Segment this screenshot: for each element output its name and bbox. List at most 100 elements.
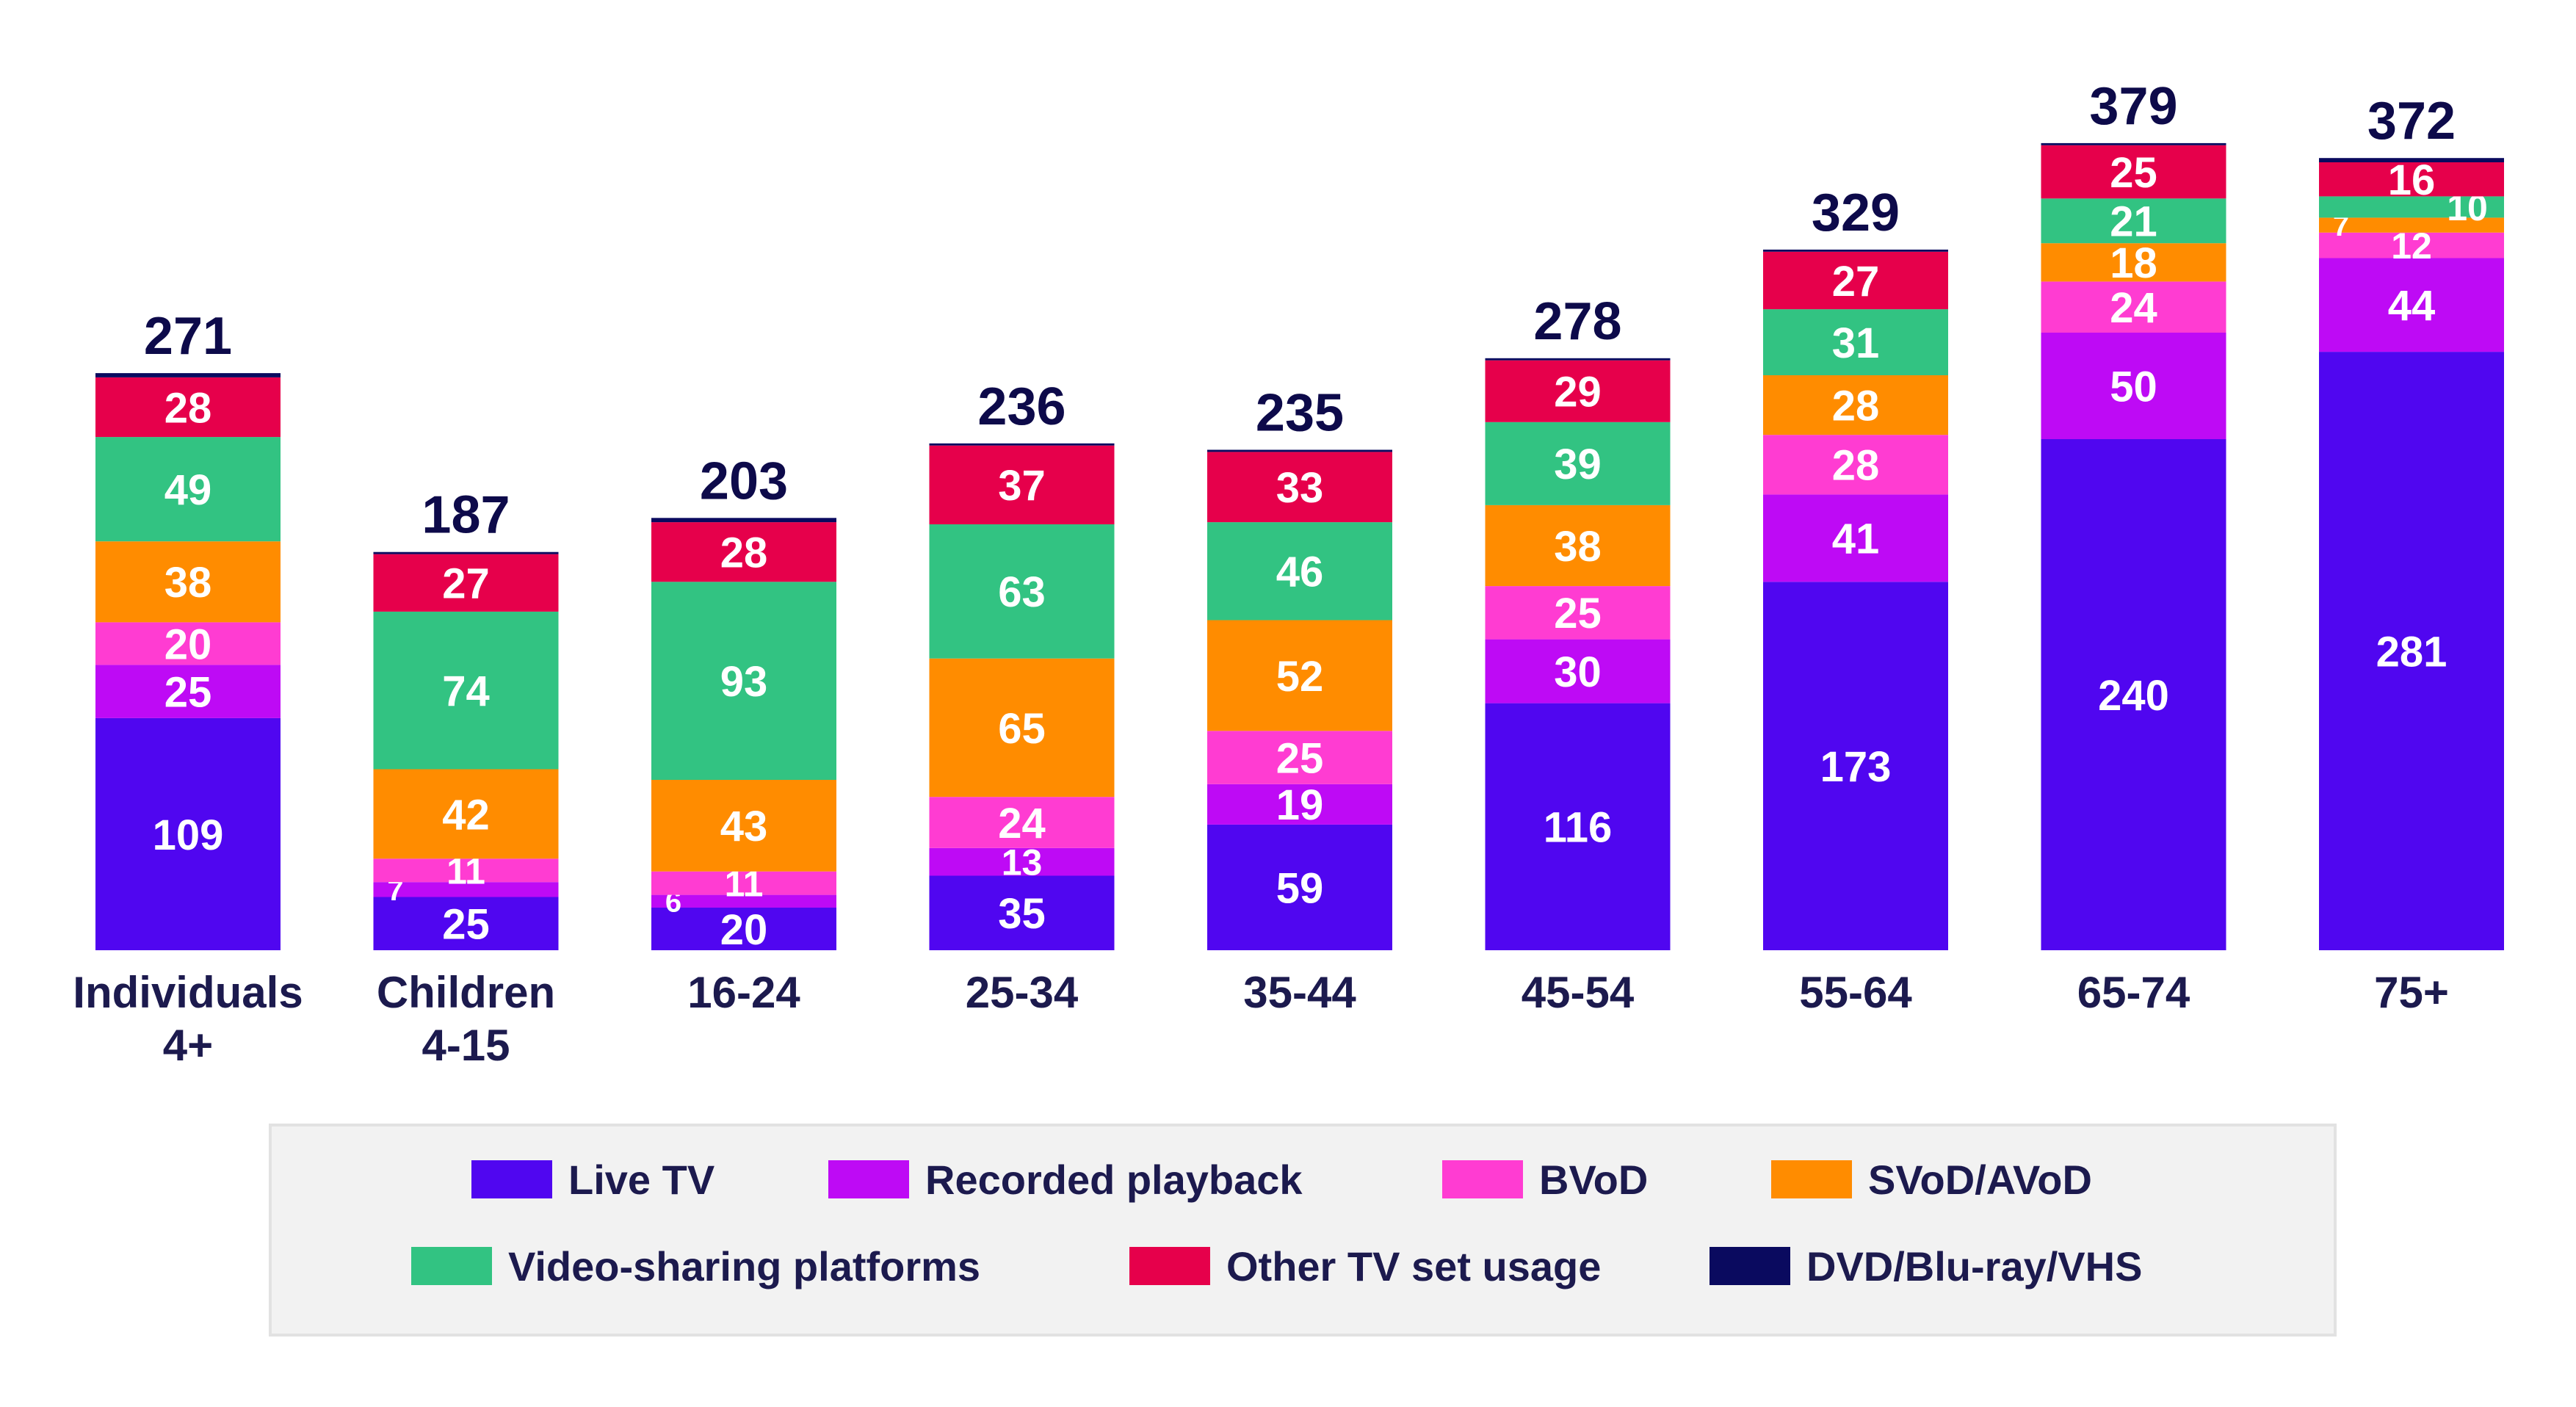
total-label-individuals-4: 271 xyxy=(144,307,232,366)
data-label-35-44-recorded-playback: 19 xyxy=(1276,781,1324,829)
data-label-25-34-recorded-playback: 13 xyxy=(1002,842,1043,883)
legend-item-svod-avod: SVoD/AVoD xyxy=(1771,1156,2092,1203)
bar-75-dvd-blu-ray-vhs xyxy=(2319,158,2504,162)
bar-75-bvod xyxy=(2319,232,2504,258)
bar-individuals-4-other-tv-set-usage xyxy=(95,377,281,438)
legend-label-other-tv-set-usage: Other TV set usage xyxy=(1226,1243,1602,1290)
bar-35-44-recorded-playback xyxy=(1207,784,1392,825)
total-label-55-64: 329 xyxy=(1812,184,1900,242)
bar-children-4-15-bvod xyxy=(373,858,559,883)
data-label-children-4-15-recorded-playback: 7 xyxy=(387,875,403,907)
data-label-25-34-other-tv-set-usage: 37 xyxy=(998,462,1046,510)
legend-swatch-recorded-playback xyxy=(828,1160,909,1198)
bar-individuals-4-bvod xyxy=(95,622,281,665)
legend: Live TV Recorded playback BVoD SVoD/AVoD Vid… xyxy=(269,1124,2337,1337)
data-label-individuals-4-recorded-playback: 25 xyxy=(164,669,212,717)
bar-individuals-4-dvd-blu-ray-vhs xyxy=(95,373,281,377)
x-tick-label-45-54: 45-54 xyxy=(1522,968,1635,1017)
bar-45-54-other-tv-set-usage xyxy=(1485,360,1671,422)
bar-65-74-svod-avod xyxy=(2041,243,2226,282)
x-tick-label-35-44: 35-44 xyxy=(1243,968,1356,1017)
bar-65-74-live-tv xyxy=(2041,439,2226,950)
legend-label-svod-avod: SVoD/AVoD xyxy=(1868,1156,2092,1203)
bar-55-64-video-sharing-platforms xyxy=(1763,309,1948,375)
data-label-25-34-live-tv: 35 xyxy=(998,890,1046,938)
bar-individuals-4-video-sharing-platforms xyxy=(95,437,281,542)
data-label-55-64-recorded-playback: 41 xyxy=(1832,516,1880,563)
legend-swatch-live-tv xyxy=(471,1160,552,1198)
bar-children-4-15-video-sharing-platforms xyxy=(373,611,559,770)
legend-swatch-video-sharing-platforms xyxy=(411,1247,492,1285)
bar-16-24-dvd-blu-ray-vhs xyxy=(651,518,836,523)
bar-16-24-svod-avod xyxy=(651,780,836,872)
total-label-65-74: 379 xyxy=(2089,77,2177,136)
data-label-35-44-svod-avod: 52 xyxy=(1276,653,1324,701)
legend-item-other-tv-set-usage: Other TV set usage xyxy=(1129,1243,1602,1290)
legend-item-recorded-playback: Recorded playback xyxy=(828,1156,1303,1203)
bar-65-74-other-tv-set-usage xyxy=(2041,145,2226,199)
data-label-16-24-video-sharing-platforms: 93 xyxy=(720,658,768,706)
data-label-65-74-video-sharing-platforms: 21 xyxy=(2110,198,2157,246)
total-label-45-54: 278 xyxy=(1533,292,1621,351)
data-label-45-54-live-tv: 116 xyxy=(1544,804,1613,852)
x-tick-label-25-34: 25-34 xyxy=(966,968,1079,1017)
legend-item-live-tv: Live TV xyxy=(471,1156,715,1203)
legend-item-video-sharing-platforms: Video-sharing platforms xyxy=(411,1243,980,1290)
total-label-children-4-15: 187 xyxy=(422,486,510,545)
bar-25-34-dvd-blu-ray-vhs xyxy=(929,443,1115,446)
bar-45-54-svod-avod xyxy=(1485,504,1671,587)
x-tick-label-75: 75+ xyxy=(2374,968,2449,1017)
bar-35-44-other-tv-set-usage xyxy=(1207,452,1392,523)
data-label-55-64-bvod: 28 xyxy=(1832,442,1880,490)
data-label-25-34-svod-avod: 65 xyxy=(998,705,1046,753)
bar-65-74-video-sharing-platforms xyxy=(2041,198,2226,244)
bar-35-44-bvod xyxy=(1207,731,1392,784)
data-label-35-44-other-tv-set-usage: 33 xyxy=(1276,464,1324,512)
data-label-55-64-other-tv-set-usage: 27 xyxy=(1832,258,1880,305)
bar-25-34-svod-avod xyxy=(929,658,1115,797)
bar-25-34-recorded-playback xyxy=(929,847,1115,876)
data-label-45-54-other-tv-set-usage: 29 xyxy=(1554,369,1602,416)
legend-item-dvd-blu-ray-vhs: DVD/Blu-ray/VHS xyxy=(1710,1243,2143,1290)
total-label-25-34: 236 xyxy=(977,377,1066,436)
bar-35-44-dvd-blu-ray-vhs xyxy=(1207,449,1392,452)
data-label-individuals-4-other-tv-set-usage: 28 xyxy=(164,384,212,432)
bar-75-video-sharing-platforms xyxy=(2319,196,2504,218)
x-tick-label-individuals-4-line1: Individuals xyxy=(73,968,303,1017)
legend-swatch-dvd-blu-ray-vhs xyxy=(1710,1247,1790,1285)
bar-16-24-bvod xyxy=(651,871,836,895)
x-tick-label-16-24: 16-24 xyxy=(687,968,800,1017)
x-tick-label-individuals-4-line2: 4+ xyxy=(163,1021,213,1070)
data-label-children-4-15-other-tv-set-usage: 27 xyxy=(442,560,490,608)
data-label-35-44-video-sharing-platforms: 46 xyxy=(1276,549,1324,596)
data-label-75-svod-avod: 7 xyxy=(2333,210,2349,242)
bar-45-54-live-tv xyxy=(1485,703,1671,950)
bar-children-4-15-recorded-playback xyxy=(373,882,559,897)
data-label-individuals-4-svod-avod: 38 xyxy=(164,559,212,607)
data-label-25-34-video-sharing-platforms: 63 xyxy=(998,568,1046,616)
bar-16-24-live-tv xyxy=(651,908,836,950)
data-label-individuals-4-video-sharing-platforms: 49 xyxy=(164,466,212,514)
legend-label-dvd-blu-ray-vhs: DVD/Blu-ray/VHS xyxy=(1806,1243,2143,1290)
legend-swatch-other-tv-set-usage xyxy=(1129,1247,1210,1285)
bar-individuals-4-svod-avod xyxy=(95,541,281,623)
legend-label-live-tv: Live TV xyxy=(568,1156,715,1203)
data-label-45-54-recorded-playback: 30 xyxy=(1554,648,1602,696)
legend-label-recorded-playback: Recorded playback xyxy=(925,1156,1303,1203)
bar-16-24-recorded-playback xyxy=(651,894,836,908)
bar-individuals-4-live-tv xyxy=(95,717,281,950)
bar-35-44-live-tv xyxy=(1207,824,1392,950)
bar-16-24-other-tv-set-usage xyxy=(651,522,836,582)
bar-55-64-recorded-playback xyxy=(1763,494,1948,582)
bar-45-54-dvd-blu-ray-vhs xyxy=(1485,358,1671,361)
data-label-65-74-svod-avod: 18 xyxy=(2110,239,2157,287)
data-label-65-74-live-tv: 240 xyxy=(2098,672,2169,720)
bar-25-34-video-sharing-platforms xyxy=(929,524,1115,659)
bar-children-4-15-live-tv xyxy=(373,897,559,950)
legend-item-bvod: BVoD xyxy=(1442,1156,1649,1203)
total-label-16-24: 203 xyxy=(700,452,788,510)
legend-label-bvod: BVoD xyxy=(1539,1156,1649,1203)
bar-individuals-4-recorded-playback xyxy=(95,665,281,718)
data-label-45-54-bvod: 25 xyxy=(1554,590,1602,637)
x-tick-label-children-4-15-line1: Children xyxy=(377,968,555,1017)
